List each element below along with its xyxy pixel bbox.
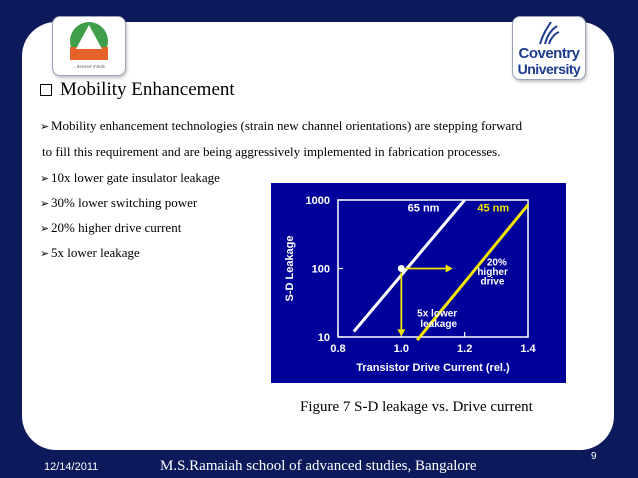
body-line-1-text: Mobility enhancement technologies (strai… (51, 118, 523, 133)
leakage-chart: 10 100 1000 0.8 1.0 1.2 1.4 Transistor Drive Cu… (271, 183, 566, 383)
y-axis-label: S-D Leakage (284, 235, 296, 301)
slide-heading-text: Mobility Enhancement (60, 79, 235, 100)
page-number: 9 (591, 451, 597, 462)
chart-annotation: higher (477, 267, 508, 278)
coventry-logo: Coventry University (512, 16, 586, 80)
series-line-65nm (352, 199, 466, 333)
bullet-1: ➢ 10x lower gate insulator leakage (40, 170, 220, 186)
chart-annotation: leakage (420, 319, 457, 330)
bullet-1-text: 10x lower gate insulator leakage (51, 170, 220, 185)
drive-arrow-head (445, 264, 453, 273)
leakage-arrow-head (397, 329, 406, 337)
arrow-bullet-icon: ➢ (40, 223, 50, 235)
chart-annotation: drive (481, 277, 505, 288)
coventry-logo-line1: Coventry (518, 45, 580, 62)
arrow-bullet-icon: ➢ (40, 173, 50, 185)
series-label-65nm: 65 nm (408, 202, 440, 214)
x-tick-label: 1.0 (394, 343, 409, 355)
leakage-chart-svg: 10 100 1000 0.8 1.0 1.2 1.4 Transistor Drive Cu… (284, 195, 537, 374)
reference-point (397, 265, 405, 272)
footer-school: M.S.Ramaiah school of advanced studies, … (160, 458, 477, 474)
msrsas-logo: ...desired minds (52, 16, 126, 76)
footer-date: 12/14/2011 (44, 461, 99, 473)
y-tick-label: 10 (318, 332, 330, 344)
arrow-bullet-icon: ➢ (40, 198, 50, 210)
chart-annotation: 5x lower (417, 308, 457, 319)
checkbox-bullet-icon (40, 84, 52, 96)
bullet-2-text: 30% lower switching power (51, 195, 198, 210)
x-axis-label: Transistor Drive Current (rel.) (356, 362, 510, 374)
chart-annotation: 20% (487, 258, 507, 269)
msrsas-logo-tagline: ...desired minds (72, 64, 105, 69)
bullet-3-text: 20% higher drive current (51, 220, 182, 235)
series-line-45nm (416, 203, 530, 342)
bullet-2: ➢ 30% lower switching power (40, 195, 197, 211)
body-line-1: ➢ Mobility enhancement technologies (stra… (40, 118, 522, 134)
arrow-bullet-icon: ➢ (40, 248, 50, 260)
figure-caption: Figure 7 S-D leakage vs. Drive current (300, 399, 533, 415)
slide-heading: Mobility Enhancement (40, 79, 235, 101)
bullet-4: ➢ 5x lower leakage (40, 245, 140, 261)
arrow-bullet-icon: ➢ (40, 121, 50, 133)
body-line-2: to fill this requirement and are being a… (42, 144, 501, 159)
x-tick-label: 0.8 (330, 343, 345, 355)
x-tick-label: 1.2 (457, 343, 472, 355)
y-tick-label: 100 (312, 264, 330, 276)
bullet-4-text: 5x lower leakage (51, 245, 140, 260)
bullet-3: ➢ 20% higher drive current (40, 220, 181, 236)
series-label-45nm: 45 nm (477, 202, 509, 214)
x-tick-label: 1.4 (520, 343, 536, 355)
coventry-logo-line2: University (517, 61, 581, 77)
y-tick-label: 1000 (306, 195, 330, 207)
msrsas-logo-icon (70, 22, 108, 60)
coventry-bird-icon (539, 21, 560, 45)
